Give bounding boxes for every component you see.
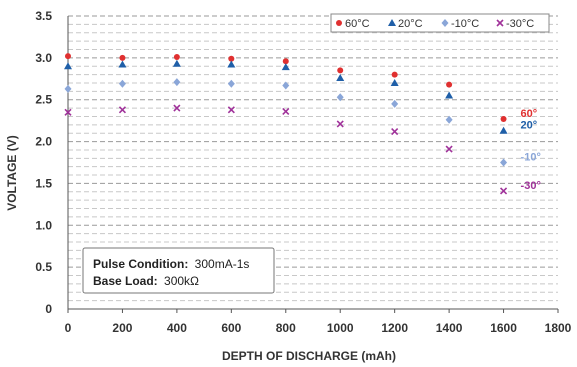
data-point-60c bbox=[119, 54, 126, 61]
annotation-label-base-load: Base Load: bbox=[93, 274, 158, 288]
y-tick-label: 1.5 bbox=[35, 176, 52, 190]
data-point--30c bbox=[336, 120, 344, 128]
legend-item: -30°C bbox=[496, 18, 534, 30]
series-end-label: 60° bbox=[521, 108, 538, 120]
svg-text:Pulse Condition: 300mA-1: Pulse Condition: 300mA-1s bbox=[93, 257, 249, 271]
x-tick-label: 600 bbox=[221, 321, 241, 335]
data-point--10c bbox=[391, 99, 399, 108]
y-tick-label: 3.0 bbox=[35, 51, 52, 65]
legend-label: -10°C bbox=[451, 18, 479, 30]
legend-label: 60°C bbox=[345, 18, 370, 30]
data-point-60c bbox=[500, 115, 507, 122]
legend-marker bbox=[388, 19, 396, 26]
x-tick-label: 1000 bbox=[327, 321, 354, 335]
data-point-20c bbox=[227, 60, 236, 68]
data-point--30c bbox=[445, 145, 453, 153]
x-axis: 0 200 400 600 800 1000 1200 1400 1600 1800 bbox=[65, 308, 572, 335]
x-tick-label: 0 bbox=[65, 321, 72, 335]
data-point--30c bbox=[282, 107, 290, 115]
legend: 60°C 20°C -10°C -30°C bbox=[330, 13, 550, 33]
data-point-20c bbox=[64, 62, 72, 70]
data-point--30c bbox=[227, 106, 235, 114]
x-tick-label: 200 bbox=[112, 321, 132, 335]
data-point-60c bbox=[173, 54, 180, 61]
legend-marker bbox=[336, 20, 342, 26]
y-tick-label: 0.5 bbox=[35, 260, 52, 274]
data-points bbox=[64, 53, 508, 195]
series-end-labels: 60°20° -10° -30° bbox=[521, 108, 541, 192]
data-point-60c bbox=[65, 53, 71, 60]
y-tick-label: 0 bbox=[45, 302, 52, 316]
data-point-20c bbox=[172, 59, 181, 67]
legend-label: 20°C bbox=[398, 18, 423, 30]
legend-item: -10°C bbox=[441, 18, 479, 30]
data-point--10c bbox=[118, 79, 126, 88]
data-point--10c bbox=[64, 84, 72, 93]
x-tick-label: 1800 bbox=[545, 321, 572, 335]
data-point-20c bbox=[281, 63, 290, 71]
data-point--30c bbox=[64, 108, 72, 116]
legend-item: 20°C bbox=[388, 18, 423, 30]
data-point-60c bbox=[282, 58, 289, 65]
data-point-20c bbox=[499, 126, 508, 134]
data-point--30c bbox=[118, 106, 127, 114]
legend-label: -30°C bbox=[506, 18, 534, 30]
legend-marker bbox=[441, 19, 449, 27]
data-point-60c bbox=[446, 81, 453, 88]
data-point--30c bbox=[391, 127, 399, 136]
y-tick-label: 2.0 bbox=[35, 135, 52, 149]
data-point-20c bbox=[336, 73, 345, 81]
data-point--10c bbox=[282, 81, 290, 90]
data-point-20c bbox=[118, 60, 127, 68]
annotation-value-base-load: 300kΩ bbox=[164, 274, 199, 288]
x-tick-label: 1200 bbox=[381, 321, 408, 335]
data-point--10c bbox=[336, 93, 344, 102]
x-axis-title: DEPTH OF DISCHARGE (mAh) bbox=[222, 349, 396, 363]
data-point--10c bbox=[173, 78, 181, 87]
y-tick-label: 2.5 bbox=[35, 93, 52, 107]
legend-item: 60°C bbox=[336, 18, 370, 30]
data-point--10c bbox=[227, 79, 235, 88]
series-end-label: 20° bbox=[521, 120, 538, 132]
data-point-20c bbox=[445, 91, 454, 99]
y-axis-title: VOLTAGE (V) bbox=[5, 135, 19, 211]
data-point--10c bbox=[445, 115, 453, 124]
svg-text:Base Load: 300kΩ: Base Load: 300kΩ bbox=[93, 274, 199, 288]
data-point--30c bbox=[499, 187, 508, 195]
x-tick-label: 1600 bbox=[490, 321, 517, 335]
annotation-value-pulse: 300mA-1s bbox=[195, 257, 250, 271]
legend-marker bbox=[496, 19, 504, 27]
annotation-label-pulse: Pulse Condition: bbox=[93, 257, 188, 271]
y-tick-label: 3.5 bbox=[35, 9, 52, 23]
data-point-60c bbox=[391, 71, 398, 78]
data-point--30c bbox=[173, 104, 181, 112]
data-point-60c bbox=[337, 67, 344, 74]
x-tick-label: 1400 bbox=[436, 321, 463, 335]
series-end-label: -10° bbox=[521, 152, 541, 164]
annotation-box: Pulse Condition: 300mA-1s Base Load: 300… bbox=[82, 247, 275, 294]
y-tick-label: 1.0 bbox=[35, 218, 52, 232]
series-end-label: -30° bbox=[521, 180, 541, 192]
data-point--10c bbox=[500, 158, 508, 167]
y-axis: 0 0.5 1.0 1.5 2.0 2.5 3.0 3.5 bbox=[35, 9, 69, 316]
x-tick-label: 400 bbox=[167, 321, 187, 335]
data-point-20c bbox=[390, 78, 399, 86]
x-tick-label: 800 bbox=[276, 321, 296, 335]
data-point-60c bbox=[228, 55, 235, 62]
